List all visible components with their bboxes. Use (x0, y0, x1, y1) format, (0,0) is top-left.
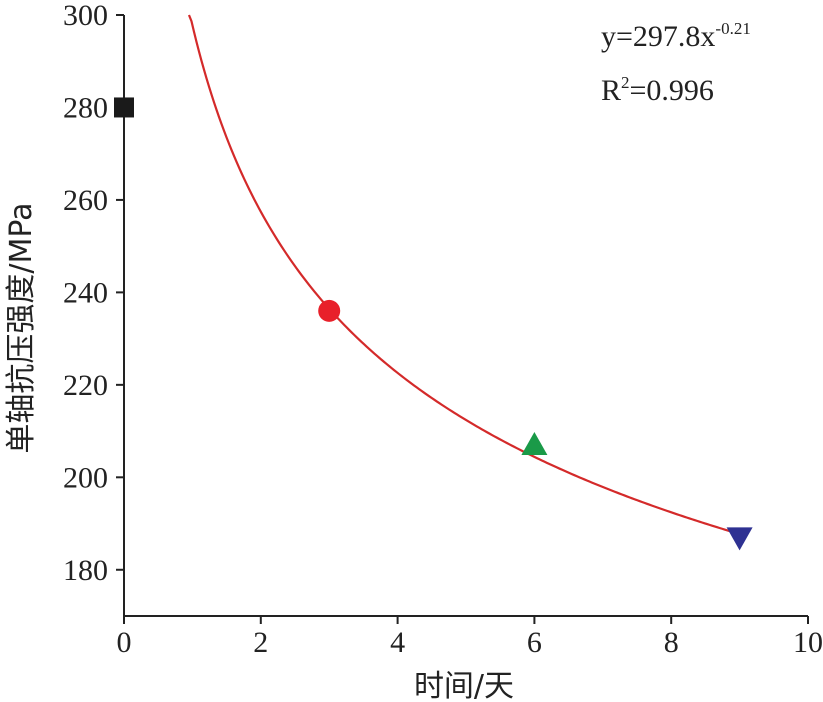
fit-r-squared: R2=0.996 (601, 73, 714, 107)
fit-r2-value: =0.996 (630, 74, 714, 107)
data-markers (114, 97, 753, 551)
x-axis-title: 时间/天 (414, 669, 514, 702)
y-tick-label: 200 (63, 461, 108, 494)
y-tick-label: 300 (63, 0, 108, 32)
fit-equation-base: y=297.8x (601, 20, 715, 53)
data-point-triangle-down (726, 527, 753, 551)
x-tick-label: 4 (390, 626, 405, 659)
data-point-square (114, 97, 134, 118)
y-tick-label: 280 (63, 91, 108, 124)
fit-equation-exponent: -0.21 (715, 19, 750, 38)
y-axis-title: 单轴抗压强度/MPa (4, 202, 39, 453)
x-tick-label: 6 (527, 626, 542, 659)
y-ticks: 180 200 220 240 260 280 300 (63, 0, 124, 587)
data-point-triangle-up (521, 431, 548, 455)
fit-r2-letter: R (601, 74, 621, 107)
y-tick-label: 220 (63, 369, 108, 402)
x-tick-label: 8 (664, 626, 679, 659)
fit-r2-superscript: 2 (621, 73, 630, 92)
fit-curve (187, 14, 740, 536)
x-ticks: 0 2 4 6 8 10 (117, 616, 823, 659)
x-tick-label: 0 (117, 626, 132, 659)
x-tick-label: 10 (793, 626, 823, 659)
y-tick-label: 260 (63, 184, 108, 217)
y-tick-label: 240 (63, 276, 108, 309)
fit-equation: y=297.8x-0.21 (601, 19, 751, 53)
y-tick-label: 180 (63, 554, 108, 587)
data-point-circle (318, 299, 341, 322)
x-tick-label: 2 (253, 626, 268, 659)
